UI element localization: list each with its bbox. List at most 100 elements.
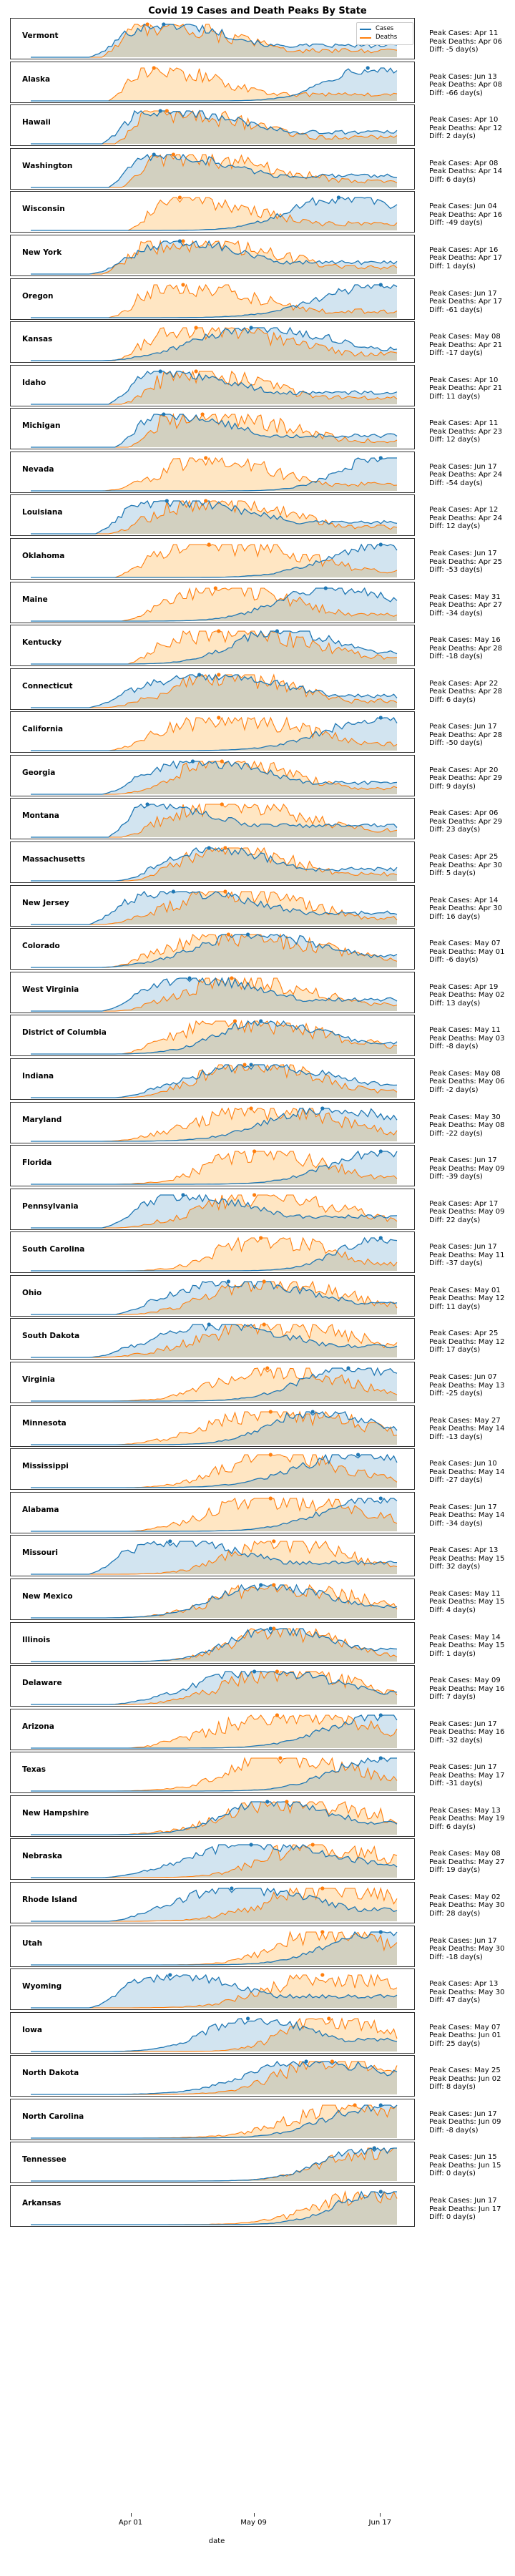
cases-line [31,1974,398,2009]
peak-deaths-text: Peak Deaths: Apr 23 [429,427,503,436]
cases-area [31,457,397,491]
peak-cases-text: Peak Cases: Jun 17 [429,1156,497,1165]
x-tick [380,2513,381,2517]
panel-new-jersey: New Jersey [10,884,415,927]
cases-peak-marker [372,2146,376,2150]
peak-diff-text: Diff: 11 day(s) [429,392,481,401]
peak-diff-text: Diff: 2 day(s) [429,132,476,141]
peak-cases-text: Peak Cases: May 08 [429,333,501,341]
cases-line [31,1497,398,1532]
panel-south-dakota: South Dakota [10,1318,415,1360]
peak-diff-text: Diff: 12 day(s) [429,436,481,444]
peak-info: Peak Cases: Apr 06 Peak Deaths: Apr 29 Dif… [429,809,514,834]
cases-line [31,1844,398,1879]
panel-plot [31,1453,398,1488]
peak-diff-text: Diff: 23 day(s) [429,826,481,834]
deaths-peak-marker [320,1973,325,1977]
deaths-peak-marker [320,1929,325,1934]
peak-diff-text: Diff: 9 day(s) [429,782,476,791]
peak-cases-text: Peak Cases: Apr 13 [429,1546,499,1555]
cases-peak-marker [246,932,250,937]
state-name: Delaware [22,1679,62,1687]
panel-plot [31,1756,398,1792]
deaths-area [31,587,397,621]
panel-georgia: Georgia [10,754,415,796]
cases-line [31,630,398,665]
peak-info: Peak Cases: Jun 17 Peak Deaths: Apr 28 Dif… [429,723,514,748]
panel-tennessee: Tennessee [10,2142,415,2184]
peak-deaths-text: Peak Deaths: May 15 [429,1598,505,1606]
legend: Cases Deaths [356,22,413,45]
state-name: West Virginia [22,985,79,994]
panel-plot [31,499,398,535]
cases-line [31,500,398,535]
panel-iowa: Iowa [10,2011,415,2054]
peak-info: Peak Cases: Apr 20 Peak Deaths: Apr 29 Dif… [429,766,514,791]
panel-south-carolina: South Carolina [10,1231,415,1274]
x-tick-label: Apr 01 [118,2519,143,2527]
deaths-peak-marker [194,326,198,330]
peak-deaths-text: Peak Deaths: Apr 06 [429,37,503,46]
state-name: Washington [22,161,73,170]
peak-deaths-text: Peak Deaths: May 14 [429,1511,505,1520]
cases-area [31,1714,397,1748]
peak-deaths-text: Peak Deaths: Jun 15 [429,2161,501,2170]
peak-cases-text: Peak Cases: Jun 17 [429,2109,497,2118]
deaths-peak-marker [165,109,169,113]
cases-peak-marker [378,1712,383,1717]
cases-line [31,543,398,578]
deaths-area [31,1931,397,1965]
deaths-peak-marker [220,759,224,763]
cases-peak-marker [181,1193,185,1197]
panel-nebraska: Nebraska [10,1838,415,1880]
cases-line [31,976,398,1012]
peak-cases-text: Peak Cases: Jun 07 [429,1373,497,1381]
peak-cases-text: Peak Cases: Apr 20 [429,766,499,774]
panel-nevada: Nevada [10,451,415,493]
peak-deaths-text: Peak Deaths: Jun 02 [429,2074,501,2083]
panel-plot [31,716,398,751]
peak-diff-text: Diff: -39 day(s) [429,1173,483,1181]
cases-line [31,67,398,102]
peak-info: Peak Cases: Jun 13 Peak Deaths: Apr 08 Dif… [429,73,514,98]
cases-peak-marker [207,846,211,850]
cases-line [31,1541,398,1575]
peak-cases-text: Peak Cases: Apr 11 [429,419,499,428]
deaths-peak-marker [262,1322,266,1327]
cases-area [31,545,397,577]
deaths-line [31,1974,398,2009]
peak-info: Peak Cases: May 08 Peak Deaths: Apr 21 Dif… [429,333,514,358]
cases-line [31,240,398,275]
peak-cases-text: Peak Cases: May 11 [429,1589,501,1598]
peak-info: Peak Cases: Jun 17 Peak Deaths: May 14 Dif… [429,1503,514,1528]
peak-info: Peak Cases: May 11 Peak Deaths: May 15 Dif… [429,1590,514,1615]
cases-line [31,110,398,145]
panel-plot [31,2103,398,2139]
peak-cases-text: Peak Cases: Apr 11 [429,29,499,37]
peak-diff-text: Diff: 8 day(s) [429,2083,476,2092]
state-name: Indiana [22,1071,54,1080]
deaths-peak-marker [268,1453,273,1457]
cases-peak-marker [310,1409,315,1414]
cases-area [31,891,397,924]
cases-line [31,1236,398,1272]
peak-deaths-text: Peak Deaths: Apr 16 [429,210,503,219]
cases-area [31,1194,397,1228]
peak-info: Peak Cases: May 08 Peak Deaths: May 27 Dif… [429,1850,514,1875]
cases-peak-marker [226,1279,230,1284]
peak-diff-text: Diff: -53 day(s) [429,566,483,574]
peak-cases-text: Peak Cases: Apr 22 [429,679,499,688]
peak-deaths-text: Peak Deaths: May 14 [429,1425,505,1433]
panel-plot [31,585,398,622]
peak-deaths-text: Peak Deaths: May 02 [429,991,505,1000]
peak-info: Peak Cases: May 16 Peak Deaths: Apr 28 Dif… [429,636,514,661]
cases-area [31,631,397,665]
deaths-peak-marker [285,1800,289,1804]
deaths-area [31,1801,397,1835]
cases-line [31,1584,398,1619]
panel-plot [31,1106,398,1142]
cases-area [31,1238,397,1272]
peak-deaths-text: Peak Deaths: Apr 27 [429,601,503,609]
cases-area [31,1975,397,2009]
peak-info: Peak Cases: Jun 17 Peak Deaths: May 09 Dif… [429,1156,514,1181]
